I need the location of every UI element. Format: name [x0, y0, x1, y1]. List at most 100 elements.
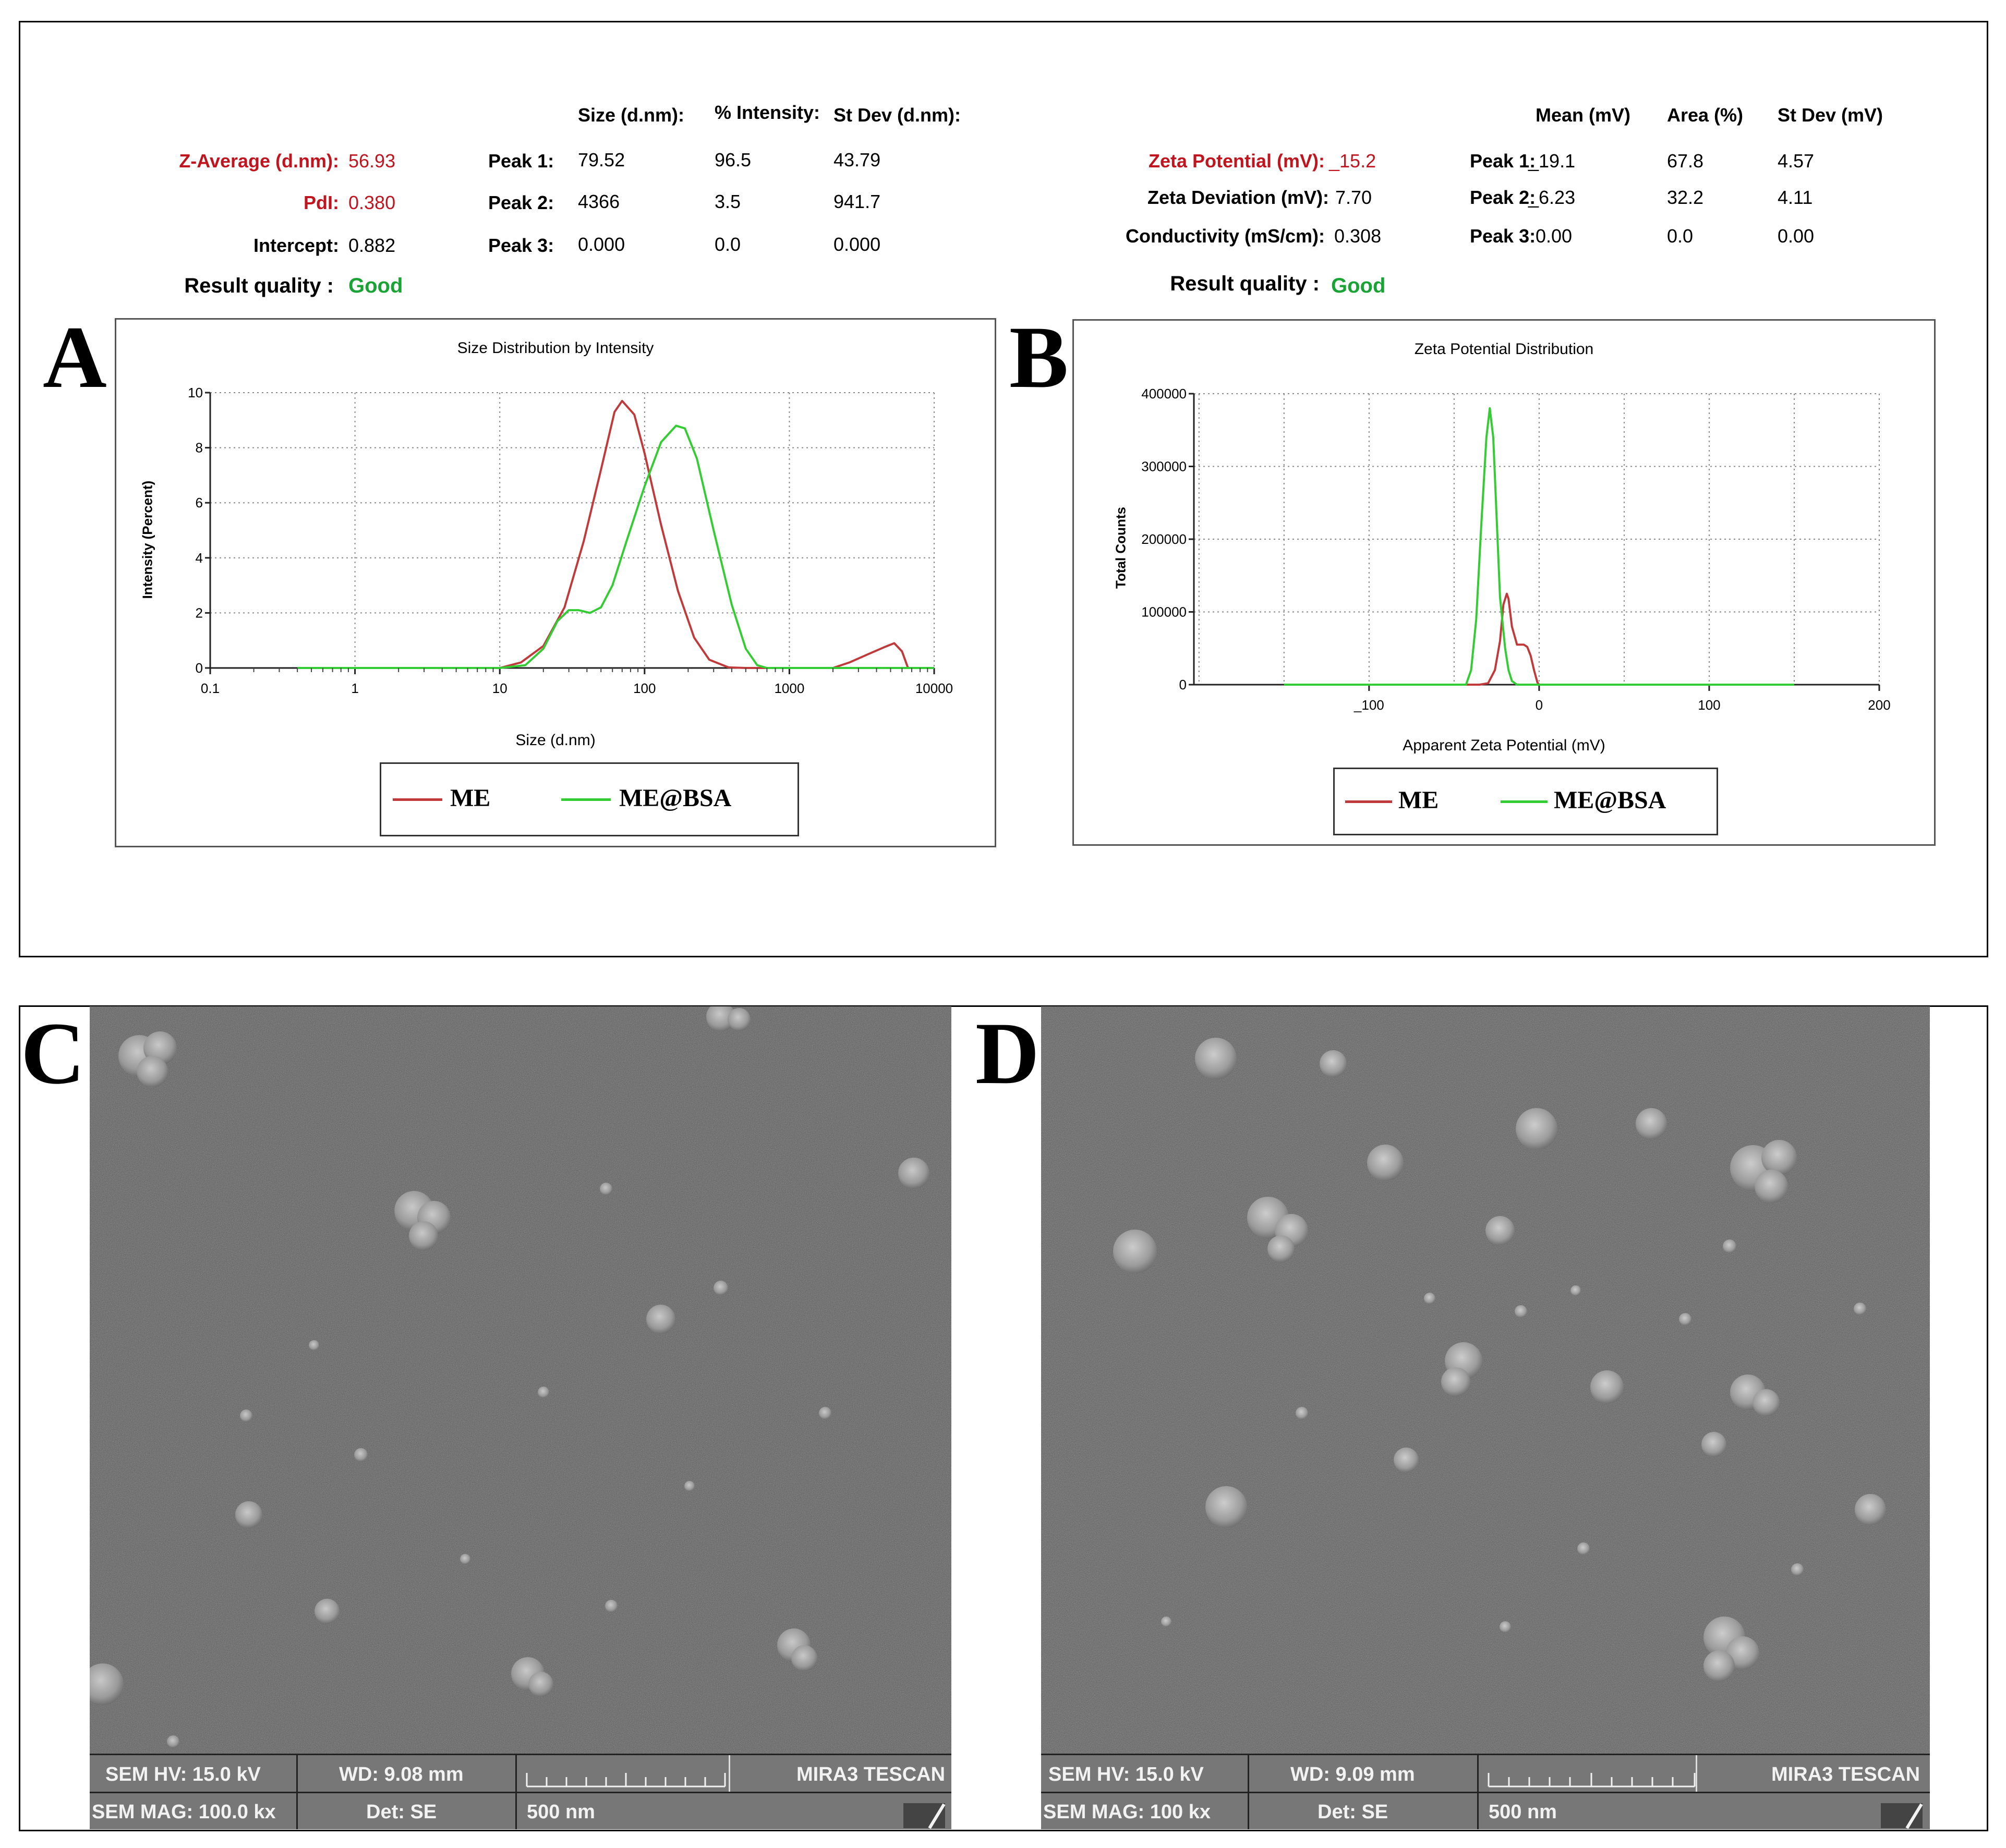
sem-d-scale: 500 nm	[1489, 1801, 1557, 1823]
sem-c-wd: WD: 9.08 mm	[339, 1764, 464, 1785]
sem-c-det: Det: SE	[366, 1801, 437, 1823]
size-distribution-chart: 0 2 4 6 8 10 0.1 1 10 100 1000 10000	[188, 385, 953, 696]
legend-line-me-bsa	[561, 798, 611, 801]
legend-line-me	[1345, 800, 1392, 803]
x-tick-label: 0.1	[201, 680, 220, 696]
z-average-value: 56.93	[348, 150, 396, 172]
size-peak-2-label: Peak 2:	[488, 192, 554, 213]
sem-texture-d	[1041, 1006, 1930, 1829]
y-tick-label: 6	[196, 495, 203, 510]
series-line-me-bsa	[297, 424, 934, 669]
pdi-value: 0.380	[348, 192, 396, 213]
size-peak-3-size: 0.000	[578, 234, 625, 255]
size-peak-2-intensity: 3.5	[715, 191, 741, 212]
y-tick-label: 0	[196, 660, 203, 676]
size-chart-box: Size Distribution by Intensity 0 2 4 6 8 10 0.…	[115, 318, 996, 847]
y-tick-label: 4	[196, 550, 203, 566]
intercept-label: Intercept:	[253, 235, 339, 256]
zeta-chart-legend: ME ME@BSA	[1333, 768, 1718, 835]
size-peak-3-stdev: 0.000	[833, 234, 881, 255]
zeta-result-quality-label: Result quality :	[1170, 272, 1320, 295]
x-tick-label: 100	[1698, 697, 1720, 713]
sem-c-scale: 500 nm	[527, 1801, 595, 1823]
conductivity-value: 0.308	[1334, 225, 1382, 247]
zeta-peak-1-stdev: 4.57	[1778, 150, 1815, 172]
panel-label-a: A	[43, 308, 107, 406]
size-peak-1-size: 79.52	[578, 149, 625, 171]
y-tick-label: 400000	[1141, 386, 1187, 402]
sem-d-scale-bar	[1488, 1773, 1696, 1788]
series-line-me	[1284, 592, 1794, 686]
zeta-result-quality-value: Good	[1331, 274, 1386, 297]
legend-line-me-bsa	[1501, 800, 1548, 803]
x-tick-label: 0	[1536, 697, 1543, 713]
y-tick-label: 100000	[1141, 604, 1187, 620]
zeta-deviation-label: Zeta Deviation (mV):	[1147, 187, 1330, 208]
zeta-potential-chart: 0 100000 200000 300000 400000 _100 0 100 200	[1141, 386, 1890, 713]
panel-label-b: B	[1009, 308, 1069, 406]
sem-d-hv: SEM HV: 15.0 kV	[1048, 1764, 1204, 1785]
size-result-quality-value: Good	[348, 274, 403, 297]
y-tick-label: 200000	[1141, 531, 1187, 547]
size-col-header-size: Size (d.nm):	[578, 104, 684, 126]
zeta-chart-box: Zeta Potential Distribution 0 100000 20000…	[1072, 319, 1936, 846]
zeta-peak-1-area: 67.8	[1667, 150, 1704, 172]
zeta-peak-3-stdev: 0.00	[1778, 225, 1815, 247]
zeta-col-header-area: Area (%)	[1667, 104, 1744, 126]
zeta-col-header-mean: Mean (mV)	[1536, 104, 1631, 126]
sem-c-mag: SEM MAG: 100.0 kx	[92, 1801, 276, 1823]
zeta-peak-3-area: 0.0	[1667, 225, 1694, 247]
tescan-logo-icon	[903, 1803, 946, 1829]
x-tick-label: 200	[1868, 697, 1890, 713]
size-peak-1-stdev: 43.79	[833, 149, 881, 171]
size-col-header-intensity: % Intensity:	[715, 102, 820, 123]
y-tick-label: 8	[196, 440, 203, 456]
x-tick-label: 10000	[915, 680, 953, 696]
zeta-peak-3-label: Peak 3:	[1470, 225, 1536, 247]
zeta-peak-2-label: Peak 2:	[1470, 187, 1536, 208]
zeta-potential-label: Zeta Potential (mV):	[1148, 150, 1325, 172]
y-tick-label: 300000	[1141, 459, 1187, 475]
zeta-chart-xlabel: Apparent Zeta Potential (mV)	[1403, 737, 1605, 754]
zeta-peak-3-mean: 0.00	[1536, 225, 1573, 247]
series-line-me	[297, 399, 909, 669]
y-tick-label: 0	[1179, 677, 1187, 692]
sem-info-bar-c: SEM HV: 15.0 kV WD: 9.08 mm SEM MAG: 100…	[90, 1754, 951, 1829]
size-result-quality-label: Result quality :	[184, 274, 334, 297]
legend-label-me-bsa: ME@BSA	[619, 784, 732, 812]
legend-line-me	[393, 798, 442, 801]
series-line-me-bsa	[1284, 407, 1794, 686]
zeta-deviation-value: 7.70	[1335, 187, 1372, 208]
sem-image-c: SEM HV: 15.0 kV WD: 9.08 mm SEM MAG: 100…	[90, 1006, 951, 1829]
size-peak-2-stdev: 941.7	[833, 191, 881, 212]
size-peak-2-size: 4366	[578, 191, 620, 212]
sem-d-mag: SEM MAG: 100 kx	[1043, 1801, 1211, 1823]
x-tick-label: 1000	[774, 680, 804, 696]
x-tick-label: 10	[492, 680, 507, 696]
zeta-chart-title: Zeta Potential Distribution	[1414, 341, 1594, 358]
sem-d-brand: MIRA3 TESCAN	[1771, 1764, 1920, 1785]
panel-label-d: D	[975, 1004, 1040, 1102]
size-peak-3-label: Peak 3:	[488, 235, 554, 256]
size-chart-ylabel: Intensity (Percent)	[139, 480, 155, 599]
size-col-header-stdev: St Dev (d.nm):	[833, 104, 961, 126]
sem-image-d: SEM HV: 15.0 kV WD: 9.09 mm SEM MAG: 100…	[1041, 1006, 1930, 1829]
size-chart-xlabel: Size (d.nm)	[515, 732, 596, 749]
x-tick-label: 100	[633, 680, 656, 696]
sem-info-bar-d: SEM HV: 15.0 kV WD: 9.09 mm SEM MAG: 100…	[1041, 1754, 1930, 1829]
y-tick-label: 2	[196, 605, 203, 621]
size-chart-legend: ME ME@BSA	[380, 762, 799, 836]
zeta-peak-1-label: Peak 1:	[1470, 150, 1536, 172]
zeta-peak-2-area: 32.2	[1667, 187, 1704, 208]
intercept-value: 0.882	[348, 235, 396, 256]
sem-c-hv: SEM HV: 15.0 kV	[105, 1764, 261, 1785]
legend-label-me-bsa: ME@BSA	[1554, 786, 1666, 814]
zeta-peak-1-mean: _19.1	[1528, 150, 1576, 172]
legend-label-me: ME	[1398, 786, 1439, 814]
zeta-peak-2-stdev: 4.11	[1778, 187, 1813, 208]
sem-texture-c	[90, 1006, 951, 1829]
size-peak-3-intensity: 0.0	[715, 234, 741, 255]
z-average-label: Z-Average (d.nm):	[179, 150, 339, 172]
size-peak-1-intensity: 96.5	[715, 149, 752, 171]
legend-label-me: ME	[450, 784, 491, 812]
